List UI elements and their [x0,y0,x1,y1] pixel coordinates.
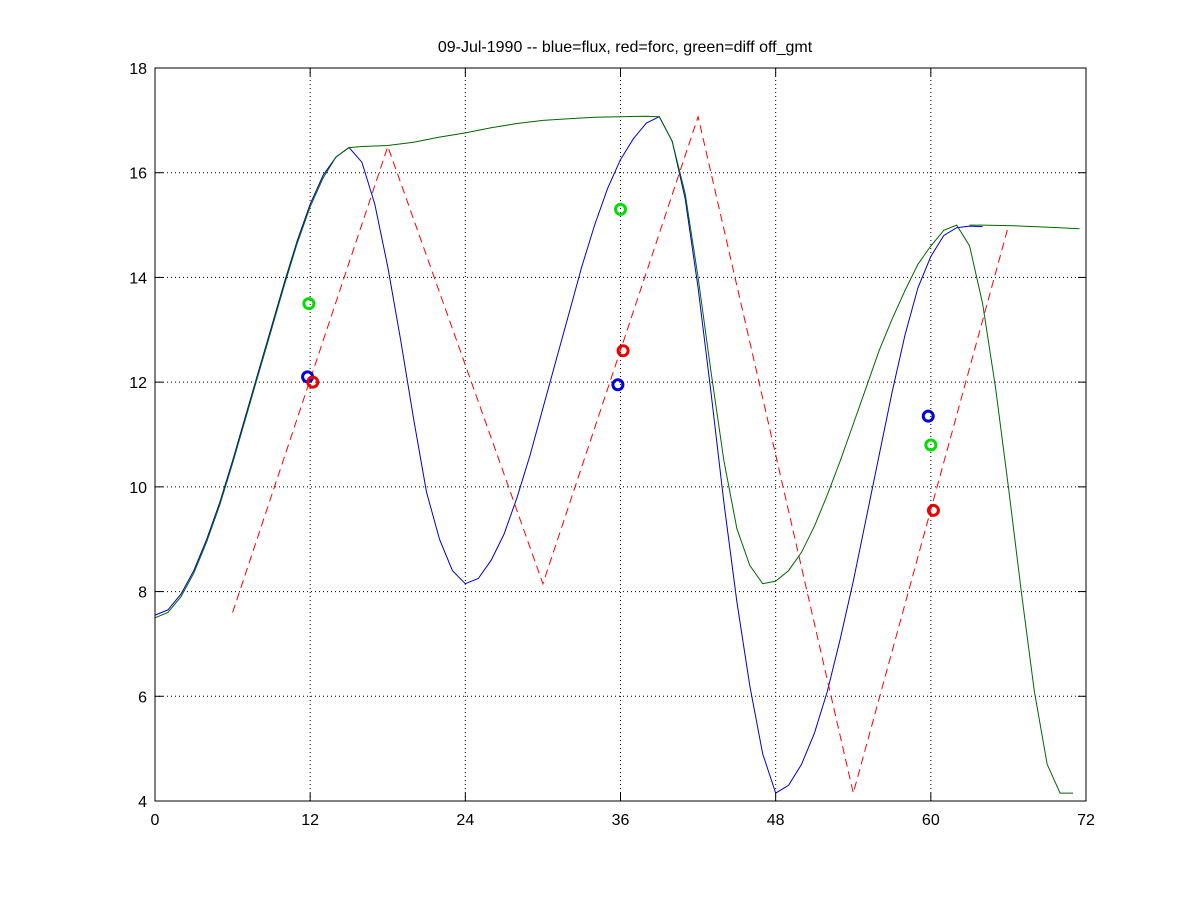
y-tick-label: 10 [129,480,147,497]
y-tick-label: 16 [129,166,147,183]
marker-diff [924,438,938,452]
x-tick-label: 48 [767,812,785,829]
series-line-flux [154,116,983,794]
x-tick-label: 36 [612,812,630,829]
x-tick-label: 12 [301,812,319,829]
series-line-diff-tail [969,224,1080,230]
marker-flux [921,409,935,423]
x-tick-label: 24 [456,812,474,829]
marker-forc [926,503,940,517]
plot-series [154,114,1080,794]
series-line-diff [154,115,1074,794]
plot-markers [301,202,940,517]
x-tick-label: 60 [922,812,940,829]
y-tick-label: 12 [129,375,147,392]
series-line-forc [232,114,1009,794]
chart-title: 09-Jul-1990 -- blue=flux, red=forc, gree… [438,39,813,56]
marker-forc [616,344,630,358]
marker-flux [611,378,625,392]
x-axis: 0 12 24 36 48 60 72 [151,68,1095,829]
y-tick-label: 8 [138,585,147,602]
y-axis: 4 6 8 10 12 14 16 18 [129,61,1086,811]
y-tick-label: 4 [138,794,147,811]
y-tick-label: 18 [129,61,147,78]
y-tick-label: 14 [129,270,147,287]
x-tick-label: 0 [151,812,160,829]
y-tick-label: 6 [138,689,147,706]
marker-diff [302,297,316,311]
marker-forc [306,375,320,389]
marker-diff [614,202,627,216]
x-tick-label: 72 [1077,812,1095,829]
